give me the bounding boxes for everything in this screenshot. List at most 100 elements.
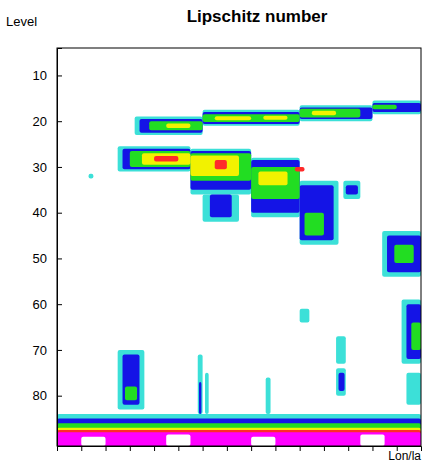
cell: [215, 160, 227, 169]
x-tick-mark: [227, 446, 228, 451]
cell: [57, 430, 421, 446]
x-tick: [227, 446, 228, 451]
x-tick-mark: [348, 446, 349, 451]
cell: [205, 373, 209, 414]
cell: [312, 111, 336, 116]
x-tick-mark: [275, 446, 276, 451]
cell: [251, 167, 300, 199]
cell: [123, 149, 191, 170]
cell: [300, 107, 373, 118]
x-tick: [203, 446, 204, 451]
y-tick-mark: [57, 350, 62, 351]
cell: [300, 185, 334, 240]
cell: [140, 119, 203, 133]
cell: [406, 304, 421, 359]
y-tick-label: 40: [33, 205, 47, 220]
cell: [346, 185, 358, 194]
cell: [190, 153, 251, 180]
cell: [411, 322, 421, 349]
cell: [402, 300, 421, 364]
cell: [57, 432, 421, 446]
x-tick: [372, 446, 373, 451]
cell: [382, 231, 421, 277]
cell: [81, 437, 105, 446]
y-tick: 80: [33, 388, 62, 403]
cell: [295, 167, 305, 172]
x-axis: [58, 446, 422, 451]
cell: [258, 172, 287, 186]
cell: [266, 377, 271, 414]
cell: [360, 435, 384, 446]
plot-area: [57, 101, 421, 446]
cell: [166, 435, 190, 446]
x-tick-mark: [251, 446, 252, 451]
cell: [149, 121, 202, 130]
cell: [57, 423, 421, 446]
x-tick: [251, 446, 252, 451]
cell: [300, 105, 373, 121]
y-tick: 70: [33, 343, 62, 358]
cell: [263, 116, 287, 120]
cell: [190, 151, 251, 190]
cell: [372, 101, 421, 115]
x-tick: [154, 446, 155, 451]
x-tick-mark: [130, 446, 131, 451]
cell: [142, 153, 191, 164]
x-tick: [81, 446, 82, 451]
y-axis: 10 20 30 40 50 60 70 80: [33, 49, 62, 447]
x-tick-mark: [300, 446, 301, 451]
x-tick-mark: [106, 446, 107, 451]
x-tick: [275, 446, 276, 451]
y-tick-mark: [57, 167, 62, 168]
y-tick-label: 70: [33, 343, 47, 358]
x-tick-mark: [178, 446, 179, 451]
x-tick-mark: [324, 446, 325, 451]
cell: [300, 181, 339, 245]
title: Lipschitz number: [187, 7, 328, 26]
y-tick-mark: [57, 121, 62, 122]
y-tick-label: 20: [33, 114, 47, 129]
cell: [251, 158, 300, 217]
y-tick-label: 60: [33, 297, 47, 312]
x-axis-title: Lon/la: [388, 449, 421, 463]
y-axis-title: Level: [6, 14, 37, 29]
y-tick-mark: [57, 75, 62, 76]
y-axis-line: [58, 49, 63, 447]
y-tick: 50: [33, 251, 62, 266]
y-tick: 40: [33, 205, 62, 220]
x-tick: [130, 446, 131, 451]
x-tick: [324, 446, 325, 451]
cell: [118, 350, 145, 409]
cell: [57, 419, 421, 446]
cell: [57, 428, 421, 446]
cell: [135, 117, 203, 135]
y-tick-label: 80: [33, 388, 47, 403]
y-tick-mark: [57, 396, 62, 397]
cell: [372, 103, 421, 112]
cell: [166, 123, 190, 128]
cell: [203, 194, 239, 221]
cell: [300, 109, 361, 118]
frame: [57, 48, 421, 446]
y-tick-label: 50: [33, 251, 47, 266]
cell: [118, 146, 191, 171]
cell: [406, 373, 421, 405]
cell: [203, 114, 300, 122]
y-tick-label: 10: [33, 68, 47, 83]
x-axis-line: [58, 447, 422, 452]
x-tick-mark: [154, 446, 155, 451]
cell: [89, 174, 94, 179]
cell: [251, 160, 300, 213]
x-tick: [106, 446, 107, 451]
cell: [130, 151, 191, 167]
y-tick-mark: [57, 304, 62, 305]
x-tick-mark: [81, 446, 82, 451]
cell: [203, 110, 300, 126]
cell: [336, 336, 346, 363]
x-tick-mark: [372, 446, 373, 451]
cell: [190, 156, 239, 177]
cell: [199, 382, 201, 414]
y-tick: 10: [33, 68, 62, 83]
y-tick: 30: [33, 160, 62, 175]
cell: [210, 194, 232, 217]
